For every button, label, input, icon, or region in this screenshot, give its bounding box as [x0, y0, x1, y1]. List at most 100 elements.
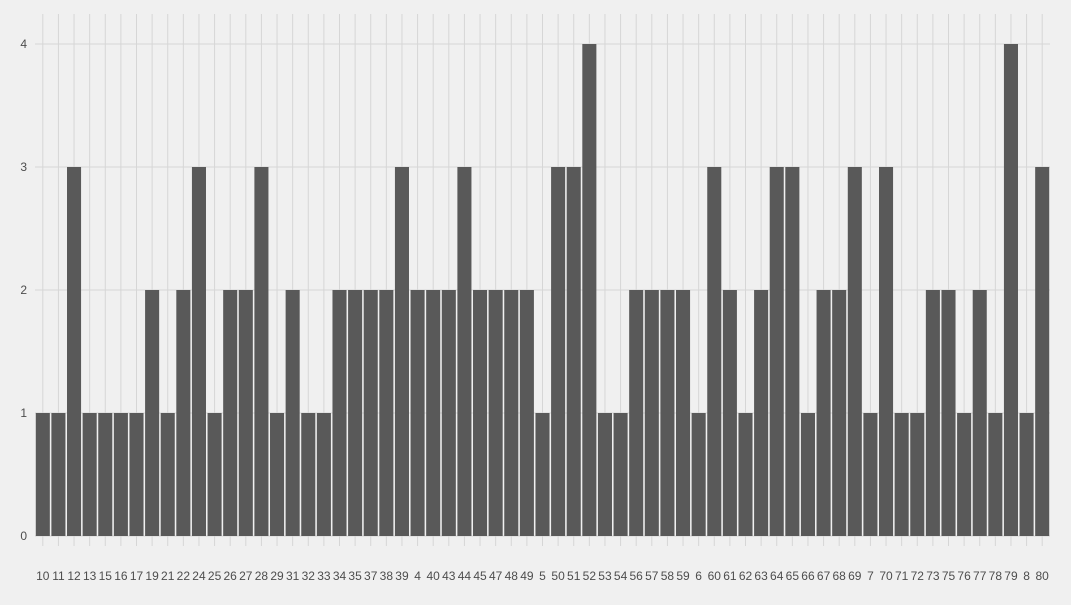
x-tick-label: 29: [270, 569, 284, 583]
x-tick-label: 11: [52, 569, 65, 583]
y-tick-label: 3: [20, 160, 27, 174]
bar-59: [676, 290, 691, 536]
bar-65: [785, 167, 800, 536]
x-tick-label: 56: [630, 569, 644, 583]
x-tick-label: 28: [255, 569, 269, 583]
x-tick-label: 32: [302, 569, 316, 583]
bar-21: [160, 413, 175, 536]
bar-26: [223, 290, 238, 536]
bar-40: [426, 290, 441, 536]
x-tick-label: 52: [583, 569, 597, 583]
bar-48: [504, 290, 519, 536]
bar-77: [972, 290, 987, 536]
bar-44: [457, 167, 472, 536]
bar-38: [379, 290, 394, 536]
bar-10: [35, 413, 50, 536]
bar-51: [566, 167, 581, 536]
bar-39: [394, 167, 409, 536]
x-tick-label: 16: [114, 569, 128, 583]
bar-73: [925, 290, 940, 536]
bar-52: [582, 44, 597, 536]
bar-70: [879, 167, 894, 536]
bar-27: [238, 290, 253, 536]
bar-22: [176, 290, 191, 536]
bar-11: [51, 413, 66, 536]
bar-37: [363, 290, 378, 536]
x-tick-label: 76: [957, 569, 971, 583]
bar-45: [473, 290, 488, 536]
bar-75: [941, 290, 956, 536]
x-tick-label: 22: [177, 569, 191, 583]
bar-79: [1003, 44, 1018, 536]
x-axis-ticks: 10 11 12 13 15 16 17 19 21 22 24 25 26 27 28 29 31 32 33 34…: [36, 569, 1049, 583]
bar-4: [410, 290, 425, 536]
x-tick-label: 37: [364, 569, 378, 583]
x-tick-label: 63: [754, 569, 768, 583]
x-tick-label: 59: [676, 569, 690, 583]
bar-16: [113, 413, 128, 536]
bar-62: [738, 413, 753, 536]
bar-25: [207, 413, 222, 536]
bar-13: [82, 413, 97, 536]
y-tick-label: 4: [20, 37, 27, 51]
x-tick-label: 10: [36, 569, 50, 583]
bar-57: [644, 290, 659, 536]
x-tick-label: 25: [208, 569, 222, 583]
x-tick-label: 57: [645, 569, 659, 583]
x-tick-label: 5: [539, 569, 546, 583]
bar-12: [67, 167, 82, 536]
x-tick-label: 31: [286, 569, 300, 583]
y-tick-label: 1: [20, 406, 27, 420]
bar-54: [613, 413, 628, 536]
x-tick-label: 33: [317, 569, 331, 583]
bar-29: [270, 413, 285, 536]
x-tick-label: 39: [395, 569, 409, 583]
bars: [35, 44, 1050, 536]
y-tick-label: 2: [20, 283, 27, 297]
bar-76: [957, 413, 972, 536]
bar-35: [348, 290, 363, 536]
x-tick-label: 71: [895, 569, 909, 583]
bar-15: [98, 413, 113, 536]
bar-50: [551, 167, 566, 536]
bar-32: [301, 413, 316, 536]
x-tick-label: 62: [739, 569, 753, 583]
bar-24: [191, 167, 206, 536]
x-tick-label: 13: [83, 569, 97, 583]
x-tick-label: 73: [926, 569, 940, 583]
x-tick-label: 6: [695, 569, 702, 583]
x-tick-label: 38: [380, 569, 394, 583]
bar-28: [254, 167, 269, 536]
bar-80: [1035, 167, 1050, 536]
x-tick-label: 44: [458, 569, 472, 583]
x-tick-label: 68: [833, 569, 847, 583]
bar-7: [863, 413, 878, 536]
x-tick-label: 7: [867, 569, 874, 583]
bar-63: [754, 290, 769, 536]
x-tick-label: 40: [427, 569, 441, 583]
bar-43: [441, 290, 456, 536]
x-tick-label: 21: [161, 569, 175, 583]
bar-66: [800, 413, 815, 536]
bar-8: [1019, 413, 1034, 536]
x-tick-label: 35: [348, 569, 362, 583]
bar-68: [832, 290, 847, 536]
y-tick-label: 0: [20, 529, 27, 543]
x-tick-label: 65: [786, 569, 800, 583]
bar-71: [894, 413, 909, 536]
bar-53: [597, 413, 612, 536]
x-tick-label: 69: [848, 569, 862, 583]
x-tick-label: 75: [942, 569, 956, 583]
x-tick-label: 51: [567, 569, 581, 583]
bar-19: [145, 290, 160, 536]
bar-72: [910, 413, 925, 536]
bar-47: [488, 290, 503, 536]
x-tick-label: 77: [973, 569, 987, 583]
x-tick-label: 67: [817, 569, 831, 583]
x-tick-label: 72: [911, 569, 925, 583]
bar-49: [519, 290, 534, 536]
x-tick-label: 54: [614, 569, 628, 583]
x-tick-label: 53: [598, 569, 612, 583]
